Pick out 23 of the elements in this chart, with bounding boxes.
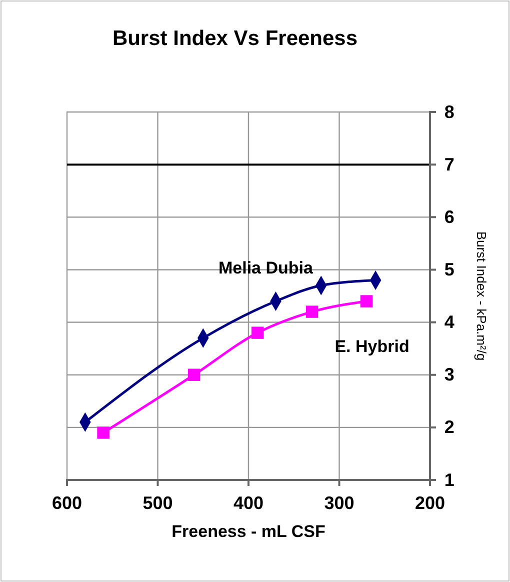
point: [306, 306, 318, 318]
x-tick-label: 200: [414, 492, 446, 513]
x-tick-label: 600: [52, 492, 82, 513]
x-tick-label: 300: [324, 492, 354, 513]
y-tick-label: 7: [444, 154, 454, 174]
y-tick-label: 8: [444, 102, 454, 122]
y-tick-label: 3: [444, 364, 454, 385]
point: [360, 295, 373, 308]
y-tick-label: 1: [444, 470, 454, 490]
point: [97, 426, 110, 439]
series-label: E. Hybrid: [334, 336, 410, 356]
y-tick-label: 5: [444, 259, 454, 280]
x-axis-title: Freeness - mL CSF: [172, 522, 326, 541]
point: [251, 326, 264, 339]
y-tick-label: 6: [444, 206, 454, 227]
chart-title: Burst Index Vs Freeness: [112, 27, 358, 50]
y-tick-label: 4: [444, 312, 454, 332]
x-tick-label: 500: [142, 492, 173, 513]
y-tick-label: 2: [444, 417, 454, 438]
x-tick-label: 400: [233, 492, 264, 513]
y-axis-title: Burst Index - kPa.m²/g: [474, 231, 489, 361]
series-label: Melia Dubia: [218, 258, 314, 278]
point: [188, 368, 200, 381]
